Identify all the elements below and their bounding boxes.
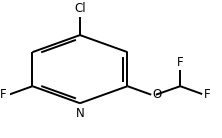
Text: F: F [177, 56, 184, 69]
Text: O: O [152, 88, 162, 101]
Text: Cl: Cl [74, 2, 86, 15]
Text: F: F [0, 88, 7, 101]
Text: F: F [204, 87, 210, 101]
Text: N: N [76, 107, 84, 120]
